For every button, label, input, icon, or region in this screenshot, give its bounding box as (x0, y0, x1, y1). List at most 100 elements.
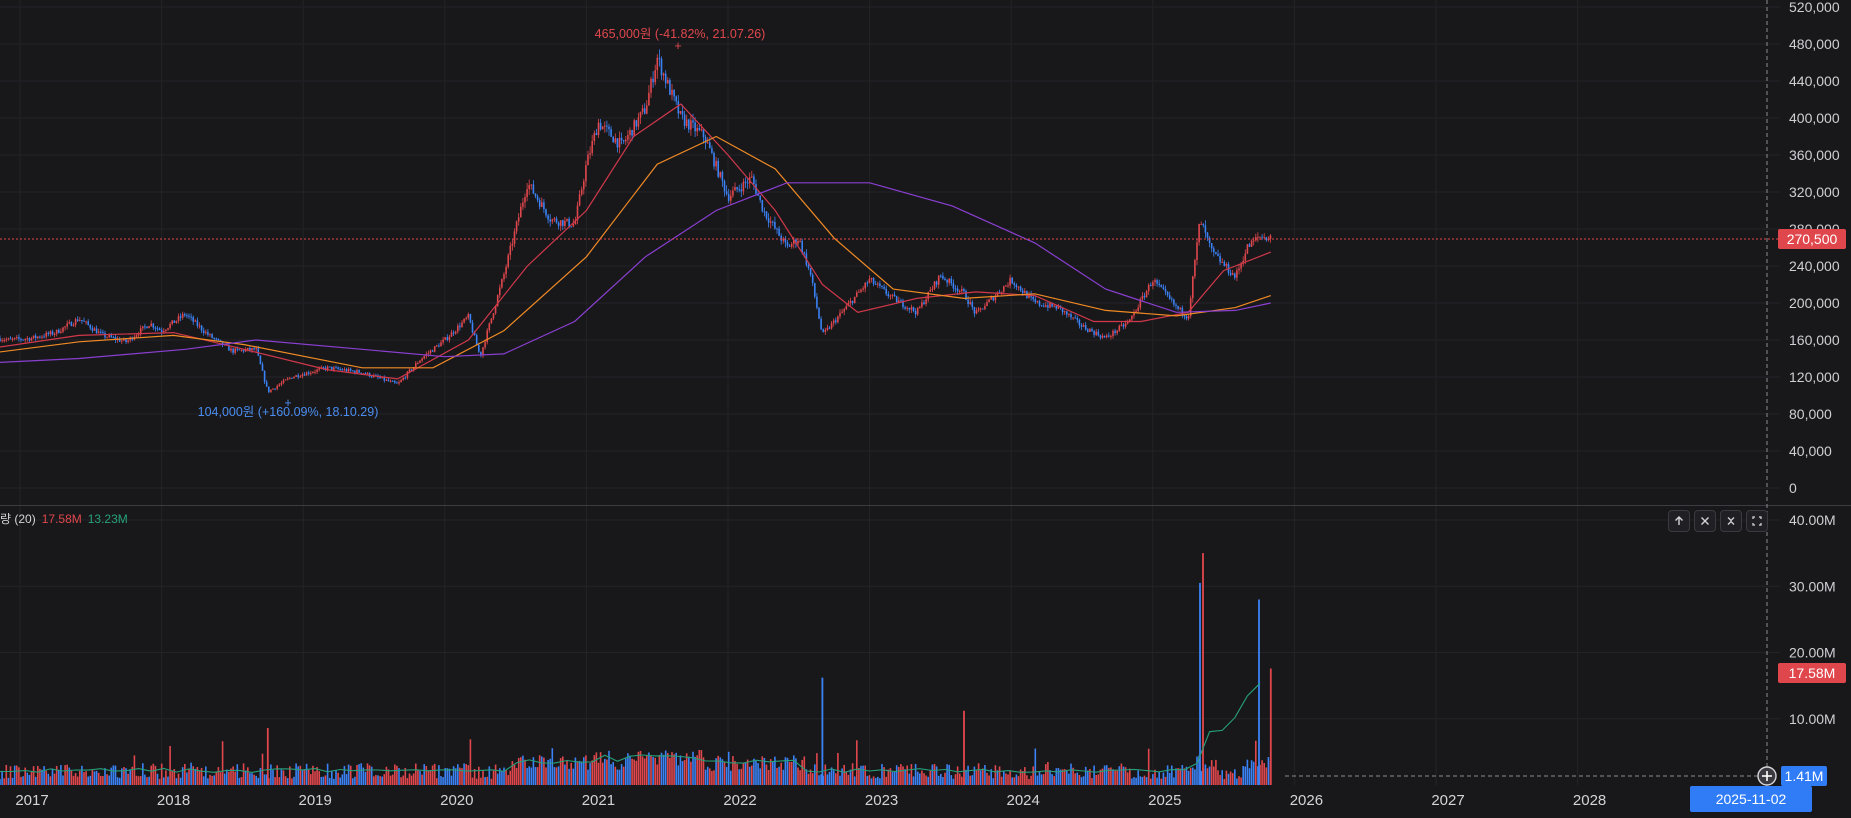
volume-bar (1210, 760, 1213, 785)
candle-body (782, 238, 785, 241)
volume-bar (192, 766, 194, 785)
candle-body (1024, 291, 1026, 294)
candle-body (144, 326, 146, 328)
candle-body (727, 193, 730, 201)
candle-body (123, 338, 125, 341)
volume-bar (1068, 773, 1070, 785)
candle-body (614, 138, 617, 143)
close-icon[interactable] (1694, 510, 1716, 532)
volume-bar (530, 767, 533, 785)
candle-body (1066, 311, 1068, 315)
volume-bar (507, 775, 509, 785)
volume-bar (946, 764, 948, 785)
volume-bar (32, 766, 35, 785)
candle-body (507, 255, 509, 267)
candle-body (295, 375, 297, 377)
candle-body (444, 337, 446, 340)
volume-bar (459, 767, 461, 785)
maximize-icon[interactable] (1746, 510, 1768, 532)
volume-bar (940, 773, 942, 785)
candle-body (1019, 286, 1022, 291)
candle-body (1011, 277, 1013, 284)
volume-bar (881, 763, 883, 785)
volume-bar (366, 763, 369, 785)
volume-bar (1187, 770, 1190, 785)
arrow-up-icon[interactable] (1668, 510, 1690, 532)
volume-bar (461, 768, 463, 785)
volume-bar (832, 770, 835, 785)
volume-bar (534, 767, 537, 785)
year-tick-label: 2027 (1431, 792, 1464, 809)
volume-bar (984, 765, 986, 785)
candle-body (452, 332, 455, 334)
volume-bar (736, 763, 738, 785)
volume-bar (16, 765, 18, 785)
volume-bar (20, 776, 22, 785)
volume-bar (22, 776, 24, 785)
volume-bar (64, 765, 66, 785)
volume-legend-value1: 17.58M (41, 512, 82, 526)
volume-bar (935, 766, 938, 785)
candle-body (337, 367, 339, 369)
volume-bar (828, 771, 831, 785)
candle-body (1219, 255, 1221, 263)
candle-body (543, 202, 545, 210)
candle-body (958, 290, 961, 292)
volume-bar (620, 764, 623, 785)
volume-bar (751, 765, 753, 785)
volume-bar (30, 771, 33, 785)
candle-body (440, 342, 442, 347)
candle-body (1244, 253, 1247, 261)
candle-body (564, 220, 566, 226)
volume-bar (51, 768, 54, 785)
candle-body (904, 307, 906, 309)
crosshair-plus-icon[interactable] (1757, 766, 1777, 786)
volume-bar (97, 772, 100, 785)
volume-bar (639, 750, 642, 785)
volume-bar (87, 776, 89, 785)
volume-bar (522, 755, 524, 785)
volume-bar (1021, 771, 1024, 785)
collapse-icon[interactable] (1720, 510, 1742, 532)
volume-bar (1038, 771, 1041, 785)
candle-body (234, 348, 236, 353)
candle-body (217, 338, 220, 340)
candle-body (150, 323, 152, 327)
candle-body (1036, 301, 1039, 303)
candle-body (280, 382, 283, 385)
candle-body (1152, 282, 1154, 286)
candle-body (34, 335, 37, 339)
volume-bar (755, 760, 757, 785)
volume-bar (209, 774, 211, 785)
volume-bar (253, 774, 255, 785)
candle-body (318, 368, 320, 370)
volume-bar (715, 758, 717, 785)
year-tick-label: 2017 (15, 792, 48, 809)
volume-bar (692, 751, 694, 785)
candle-body (72, 324, 75, 327)
candle-body (998, 292, 1001, 294)
candle-body (641, 108, 644, 112)
volume-bar (326, 763, 329, 785)
volume-bar (93, 771, 96, 785)
candle-body (1210, 243, 1213, 249)
volume-bar (1124, 767, 1127, 785)
volume-bar (469, 739, 472, 785)
candle-body (843, 309, 845, 312)
moving-averages (0, 103, 1272, 380)
candle-body (1248, 244, 1251, 247)
candle-body (606, 125, 608, 127)
volume-bar (465, 764, 467, 785)
current-price-tag: 270,500 (1778, 229, 1846, 249)
candle-body (872, 278, 875, 284)
volume-bar (698, 749, 701, 785)
volume-bar (998, 766, 1001, 785)
volume-bar (860, 765, 862, 785)
candle-body (530, 184, 533, 186)
volume-bar (503, 767, 505, 785)
candle-body (215, 338, 218, 340)
volume-bar (612, 761, 614, 785)
volume-bar (316, 767, 318, 785)
candle-body (979, 308, 982, 310)
